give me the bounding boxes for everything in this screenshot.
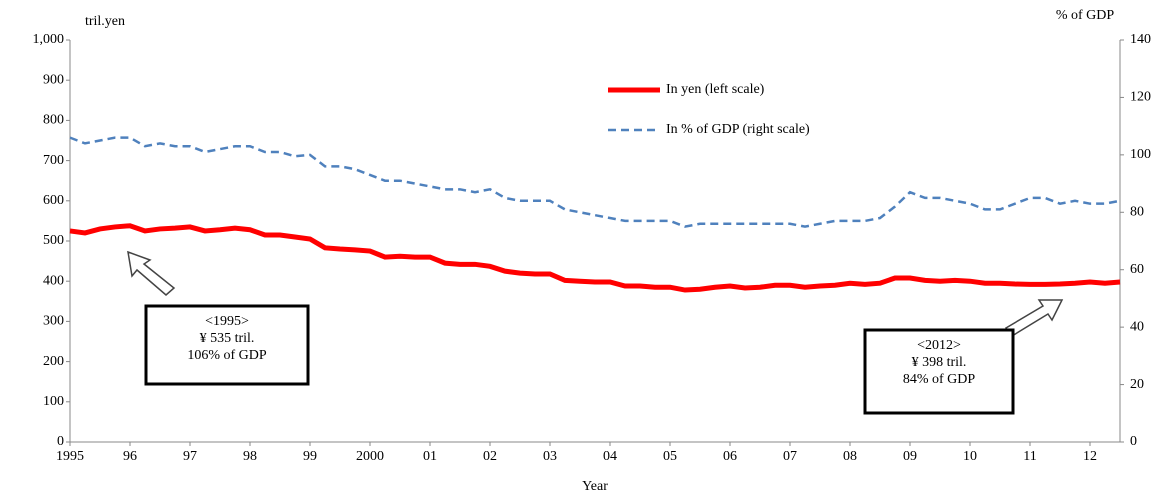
y2-axis-label: % of GDP — [1056, 8, 1115, 23]
x-tick-label: 08 — [843, 449, 857, 464]
y2-tick-label: 20 — [1130, 377, 1144, 392]
y2-tick-label: 0 — [1130, 434, 1137, 449]
y2-tick-label: 40 — [1130, 319, 1144, 334]
y2-tick-label: 120 — [1130, 90, 1151, 105]
data-line — [69, 223, 1121, 293]
x-tick-label: 96 — [123, 449, 137, 464]
annotation-text: <2012> — [917, 338, 961, 353]
arrow — [127, 250, 176, 296]
x-tick-label: 02 — [483, 449, 497, 464]
x-tick-label: 1995 — [56, 449, 84, 464]
y-tick-label: 500 — [43, 233, 64, 248]
y-tick-label: 700 — [43, 153, 64, 168]
annotation-text: ¥ 398 tril. — [912, 355, 967, 370]
y-axis-label: tril.yen — [85, 14, 125, 29]
x-tick-label: 03 — [543, 449, 557, 464]
y-tick-label: 300 — [43, 314, 64, 329]
y-tick-label: 400 — [43, 273, 64, 288]
annotation-box — [144, 304, 310, 386]
x-tick-label: 05 — [663, 449, 677, 464]
legend-label: In yen (left scale) — [666, 82, 765, 97]
y-tick-label: 100 — [43, 394, 64, 409]
y2-tick-label: 60 — [1130, 262, 1144, 277]
y-tick-label: 0 — [57, 434, 64, 449]
y2-tick-label: 80 — [1130, 205, 1144, 220]
annotation-text: <1995> — [205, 314, 249, 329]
x-tick-label: 12 — [1083, 449, 1097, 464]
y-tick-label: 600 — [43, 193, 64, 208]
annotation-text: 84% of GDP — [903, 372, 976, 387]
x-tick-label: 10 — [963, 449, 977, 464]
x-tick-label: 97 — [183, 449, 197, 464]
y2-tick-label: 140 — [1130, 32, 1151, 47]
x-axis-label: Year — [582, 479, 608, 494]
y-tick-label: 900 — [43, 72, 64, 87]
x-tick-label: 01 — [423, 449, 437, 464]
y-tick-label: 1,000 — [33, 32, 65, 47]
y-tick-label: 800 — [43, 113, 64, 128]
y2-tick-label: 100 — [1130, 147, 1151, 162]
x-tick-label: 04 — [603, 449, 617, 464]
data-line — [69, 136, 1121, 228]
x-tick-label: 98 — [243, 449, 257, 464]
legend-label: In % of GDP (right scale) — [666, 122, 810, 137]
annotation-box — [863, 328, 1015, 415]
x-tick-label: 11 — [1023, 449, 1036, 464]
x-tick-label: 06 — [723, 449, 737, 464]
x-tick-label: 99 — [303, 449, 317, 464]
annotation-text: 106% of GDP — [187, 348, 267, 363]
x-tick-label: 09 — [903, 449, 917, 464]
x-tick-label: 07 — [783, 449, 797, 464]
annotation-text: ¥ 535 tril. — [200, 331, 255, 346]
x-tick-label: 2000 — [356, 449, 384, 464]
y-tick-label: 200 — [43, 354, 64, 369]
